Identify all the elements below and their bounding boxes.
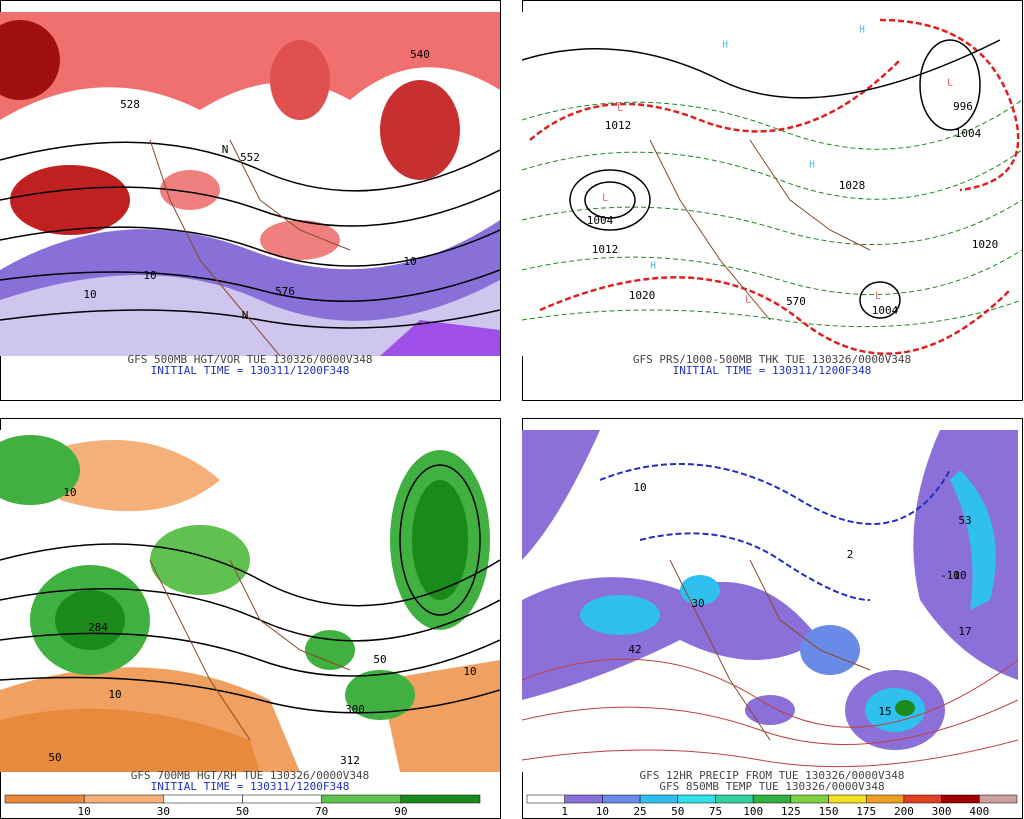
map-precip — [522, 430, 1018, 772]
contour-label: 576 — [275, 285, 295, 298]
contour-label: 42 — [628, 643, 641, 656]
colorbar-label: 50 — [671, 805, 684, 818]
colorbar-cell — [163, 794, 243, 804]
pressure-center: L — [875, 289, 882, 302]
colorbar-cell — [639, 794, 679, 804]
colorbar-cell — [828, 794, 867, 804]
contour-label: 10 — [83, 288, 96, 301]
contour-label: 300 — [345, 703, 365, 716]
colorbar-cell — [715, 794, 754, 804]
contour-label: 1004 — [587, 214, 614, 227]
colorbar-cell — [526, 794, 565, 804]
pressure-center: L — [745, 293, 752, 306]
colorbar-cell — [564, 794, 603, 804]
colorbar-cell — [400, 794, 481, 804]
colorbar-label: 70 — [315, 805, 328, 818]
contour-label: 1004 — [955, 127, 982, 140]
panel-caption: GFS 700MB HGT/RH TUE 130326/0000V348 — [131, 769, 369, 782]
contour-label: 15 — [878, 705, 891, 718]
contour-label: 540 — [410, 48, 430, 61]
panel-caption: GFS 500MB HGT/VOR TUE 130326/0000V348 — [127, 353, 372, 366]
panel-caption: INITIAL TIME = 130311/1200F348 — [673, 364, 872, 377]
contour-label: 10 — [633, 481, 646, 494]
colorbar-label: 100 — [743, 805, 763, 818]
contour-label: 528 — [120, 98, 140, 111]
colorbar-cell — [602, 794, 641, 804]
contour-label: 1020 — [629, 289, 656, 302]
colorbar-cell — [752, 794, 792, 804]
contour-label: 53 — [958, 514, 971, 527]
panel-caption: GFS 12HR PRECIP FROM TUE 130326/0000V348 — [640, 769, 905, 782]
panel-caption: INITIAL TIME = 130311/1200F348 — [151, 364, 350, 377]
contour-label: 10 — [108, 688, 121, 701]
colorbar-label: 125 — [781, 805, 801, 818]
pressure-center: H — [859, 23, 866, 36]
contour-label: 1028 — [839, 179, 866, 192]
contour-label: 10 — [403, 255, 416, 268]
colorbar-cell — [4, 794, 85, 804]
colorbar-label: 30 — [157, 805, 170, 818]
contour-label: 552 — [240, 151, 260, 164]
map-mslp — [522, 12, 1022, 356]
colorbar-label: 400 — [969, 805, 989, 818]
contour-label: 312 — [340, 754, 360, 767]
pressure-center: L — [617, 101, 624, 114]
colorbar-cell — [677, 794, 716, 804]
colorbar-label: 175 — [856, 805, 876, 818]
contour-label: 10 — [143, 269, 156, 282]
colorbar-cell — [790, 794, 829, 804]
colorbar-label: 50 — [236, 805, 249, 818]
contour-label: 17 — [958, 625, 971, 638]
colorbar-label: 200 — [894, 805, 914, 818]
colorbar-label: 25 — [633, 805, 646, 818]
colorbar-label: 150 — [819, 805, 839, 818]
contour-label: 1012 — [605, 119, 632, 132]
pressure-center: H — [722, 38, 729, 51]
pressure-center: H — [650, 259, 657, 272]
colorbar-cell — [979, 794, 1018, 804]
colorbar-cell — [83, 794, 164, 804]
contour-label: 2 — [847, 548, 854, 561]
colorbar-label: 10 — [78, 805, 91, 818]
panel-caption: GFS PRS/1000-500MB THK TUE 130326/0000V3… — [633, 353, 911, 366]
contour-label: 1012 — [592, 243, 619, 256]
map-500mb — [0, 12, 500, 356]
colorbar-cell — [903, 794, 942, 804]
contour-label: 30 — [691, 597, 704, 610]
pressure-center: L — [602, 191, 609, 204]
contour-label: -10 — [940, 569, 960, 582]
contour-label: 10 — [463, 665, 476, 678]
contour-label: 570 — [786, 295, 806, 308]
contour-label: N — [222, 143, 229, 156]
panel-caption: GFS 850MB TEMP TUE 130326/0000V348 — [659, 780, 884, 793]
contour-label: 1020 — [972, 238, 999, 251]
contour-label: 10 — [953, 569, 966, 582]
contour-label: 50 — [373, 653, 386, 666]
colorbar-cell — [865, 794, 905, 804]
colorbar-label: 75 — [709, 805, 722, 818]
contour-label: 1004 — [872, 304, 899, 317]
pressure-center: H — [809, 158, 816, 171]
contour-label: 284 — [88, 621, 108, 634]
colorbar-cell — [941, 794, 980, 804]
contour-label: 996 — [953, 100, 973, 113]
contour-label: 10 — [63, 486, 76, 499]
contour-label: N — [242, 309, 249, 322]
colorbar-label: 90 — [394, 805, 407, 818]
map-700mb — [0, 430, 500, 772]
contour-label: 50 — [48, 751, 61, 764]
panel-caption: INITIAL TIME = 130311/1200F348 — [151, 780, 350, 793]
colorbar-label: 300 — [932, 805, 952, 818]
pressure-center: L — [947, 76, 954, 89]
colorbar-label: 1 — [561, 805, 568, 818]
colorbar-cell — [242, 794, 322, 804]
colorbar-label: 10 — [596, 805, 609, 818]
colorbar-cell — [321, 794, 402, 804]
